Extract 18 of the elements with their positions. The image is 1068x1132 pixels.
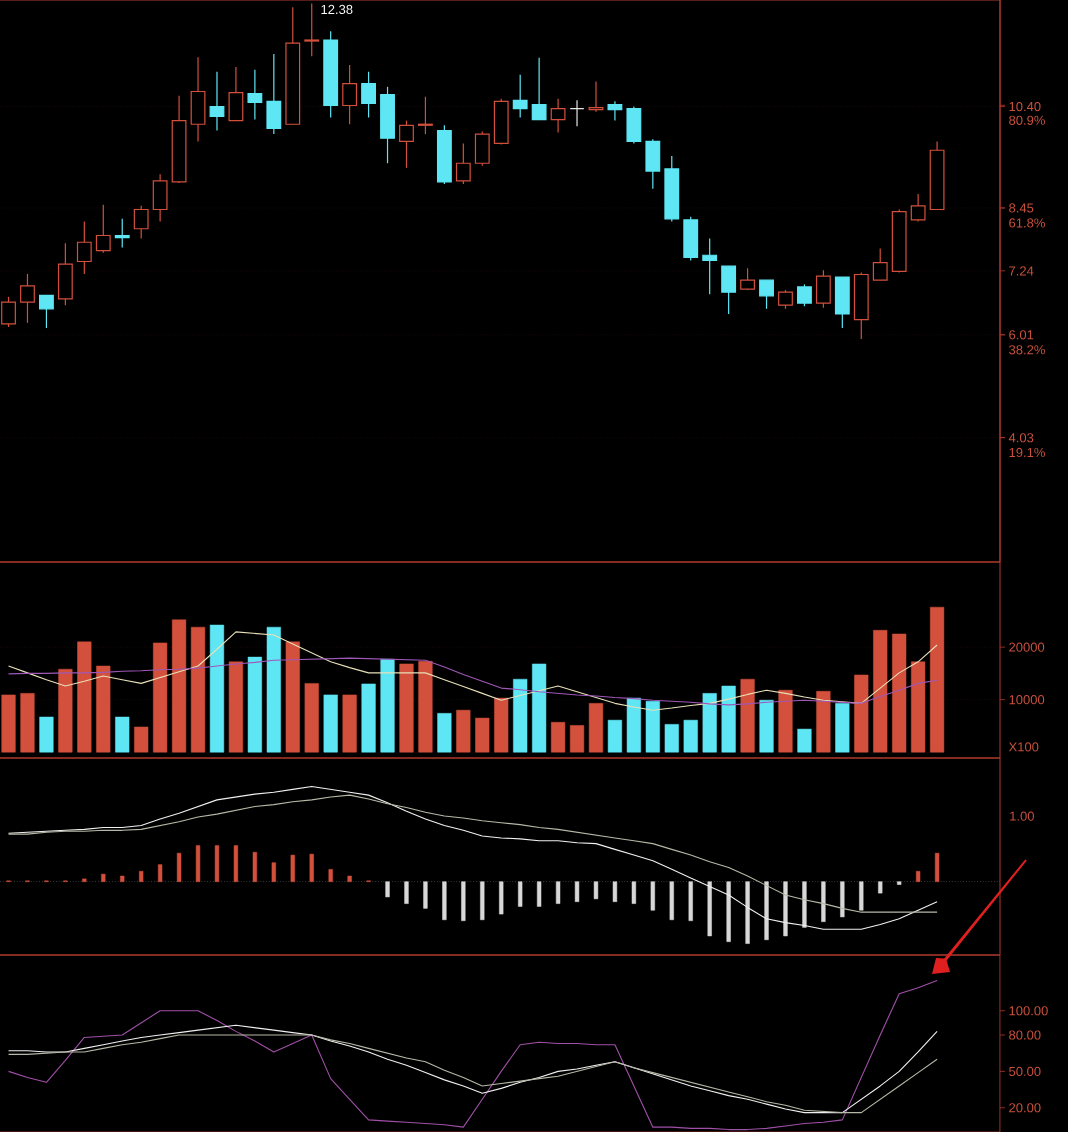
- y-tick-label: 50.00: [1009, 1066, 1041, 1076]
- annotation: 12.38: [321, 4, 353, 15]
- y-tick-label: 4.03: [1008, 433, 1034, 443]
- y-tick-label: 20.00: [1009, 1103, 1041, 1113]
- y-tick-label: 80.00: [1009, 1030, 1041, 1040]
- y2-tick-label: 61.8%: [1009, 218, 1045, 228]
- y-tick-label: 10000: [1009, 695, 1045, 705]
- y2-tick-label: 80.9%: [1009, 115, 1045, 125]
- y-tick-label: 10.40: [1009, 101, 1041, 112]
- y2-tick-label: 19.1%: [1009, 447, 1045, 458]
- y-axis-title: X100: [1008, 742, 1039, 752]
- y-tick-label: 100.00: [1009, 1006, 1048, 1016]
- y2-tick-label: 38.2%: [1009, 345, 1045, 355]
- y-tick-label: 7.24: [1009, 266, 1034, 276]
- y-tick-label: 20000: [1009, 642, 1045, 652]
- y-tick-label: 8.45: [1009, 203, 1034, 213]
- y-tick-label: 6.01: [1009, 330, 1034, 340]
- text: 1.00: [1010, 811, 1035, 821]
